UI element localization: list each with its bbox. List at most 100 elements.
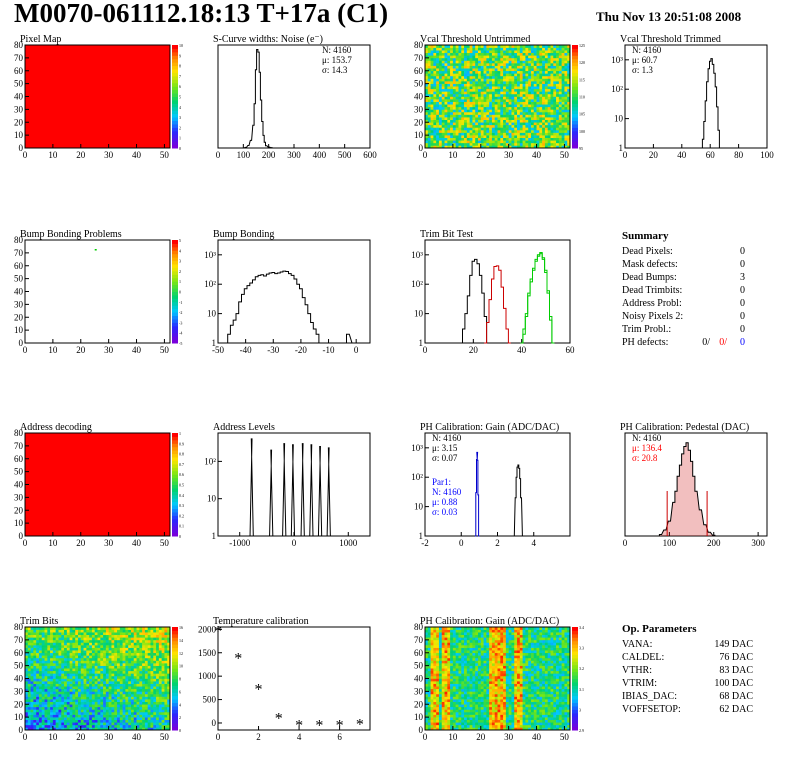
- y-tick-label: 60: [14, 261, 24, 271]
- heatmap-cell: [136, 675, 140, 679]
- heatmap-cell: [150, 719, 154, 723]
- heatmap-cell: [433, 145, 437, 149]
- heatmap-cell: [438, 65, 443, 69]
- heatmap-cell: [50, 657, 54, 661]
- x-tick-label: 20: [76, 345, 86, 355]
- heatmap-cell: [58, 691, 62, 695]
- heatmap-cell: [553, 117, 557, 120]
- heatmap-cell: [156, 663, 160, 666]
- heatmap-cell: [80, 665, 84, 669]
- heatmap-cell: [44, 691, 48, 695]
- heatmap-cell: [103, 627, 107, 630]
- heatmap-cell: [553, 124, 557, 128]
- heatmap-cell: [522, 73, 526, 77]
- heatmap-cell: [64, 719, 68, 723]
- heatmap-cell: [533, 119, 537, 123]
- heatmap-cell: [553, 129, 557, 133]
- heatmap-cell: [503, 119, 507, 123]
- heatmap-cell: [489, 75, 493, 79]
- heatmap-cell: [539, 93, 543, 97]
- heatmap-cell: [33, 724, 37, 728]
- heatmap-cell: [458, 104, 462, 108]
- heatmap-cell: [153, 683, 157, 687]
- heatmap-cell: [519, 91, 523, 95]
- heatmap-cell: [514, 73, 518, 77]
- heatmap-cell: [427, 137, 431, 141]
- heatmap-cell: [519, 724, 523, 728]
- heatmap-cell: [452, 104, 456, 108]
- heatmap-cell: [494, 73, 498, 77]
- heatmap-cell: [103, 704, 107, 708]
- heatmap-cell: [505, 140, 509, 144]
- heatmap-cell: [564, 117, 568, 120]
- x-tick-label: 40: [677, 150, 687, 160]
- heatmap-cell: [38, 670, 43, 674]
- palette-cell: [572, 93, 578, 97]
- heatmap-cell: [430, 73, 434, 77]
- heatmap-cell: [503, 68, 507, 72]
- heatmap-cell: [75, 727, 79, 731]
- heatmap-cell: [519, 70, 523, 74]
- heatmap-cell: [500, 101, 504, 105]
- heatmap-cell: [164, 660, 168, 664]
- heatmap-cell: [450, 83, 454, 87]
- heatmap-cell: [514, 140, 518, 144]
- heatmap-cell: [89, 693, 93, 697]
- heatmap-cell: [55, 724, 59, 728]
- heatmap-cell: [425, 714, 429, 718]
- heatmap-cell: [489, 111, 493, 115]
- heatmap-cell: [458, 140, 462, 144]
- heatmap-cell: [539, 99, 543, 102]
- heatmap-cell: [447, 47, 451, 51]
- heatmap-cell: [542, 717, 546, 720]
- heatmap-cell: [80, 634, 84, 638]
- heatmap-cell: [553, 96, 557, 100]
- heatmap-cell: [539, 52, 543, 56]
- heatmap-cell: [564, 109, 568, 113]
- heatmap-cell: [142, 637, 146, 641]
- heatmap-cell: [533, 717, 537, 720]
- heatmap-cell: [558, 93, 562, 97]
- heatmap-cell: [44, 647, 48, 651]
- heatmap-cell: [27, 627, 31, 630]
- heatmap-cell: [147, 660, 151, 664]
- x-tick-label: 30: [104, 345, 114, 355]
- heatmap-cell: [103, 639, 107, 643]
- heatmap-cell: [500, 81, 504, 84]
- heatmap-cell: [156, 699, 160, 702]
- heatmap-cell: [114, 645, 118, 648]
- heatmap-cell: [80, 693, 84, 697]
- heatmap-cell: [25, 724, 29, 728]
- heatmap-cell: [433, 137, 437, 141]
- heatmap-cell: [25, 696, 29, 700]
- heatmap-cell: [133, 629, 137, 633]
- heatmap-cell: [536, 73, 540, 77]
- heatmap-cell: [117, 660, 121, 664]
- heatmap-cell: [25, 660, 29, 664]
- heatmap-cell: [503, 60, 507, 64]
- heatmap-cell: [128, 711, 132, 715]
- plot-frame: [624, 44, 768, 149]
- heatmap-cell: [105, 663, 109, 666]
- heatmap-cell: [455, 52, 459, 56]
- heatmap-cell: [161, 683, 165, 687]
- heatmap-cell: [61, 627, 65, 630]
- heatmap-cell: [450, 137, 454, 141]
- heatmap-cell: [119, 639, 123, 643]
- y-tick-label: 20: [14, 505, 24, 515]
- heatmap-cell: [533, 55, 537, 59]
- heatmap-cell: [477, 75, 482, 79]
- heatmap-cell: [44, 663, 48, 666]
- heatmap-cell: [505, 111, 509, 115]
- heatmap-cell: [525, 124, 529, 128]
- heatmap-cell: [539, 78, 543, 82]
- heatmap-cell: [130, 711, 135, 715]
- heatmap-cell: [55, 696, 59, 700]
- heatmap-cell: [514, 47, 518, 51]
- heatmap-cell: [30, 665, 34, 669]
- heatmap-cell: [497, 727, 501, 731]
- heatmap-cell: [550, 132, 554, 136]
- heatmap-cell: [505, 91, 509, 95]
- heatmap-cell: [436, 109, 440, 113]
